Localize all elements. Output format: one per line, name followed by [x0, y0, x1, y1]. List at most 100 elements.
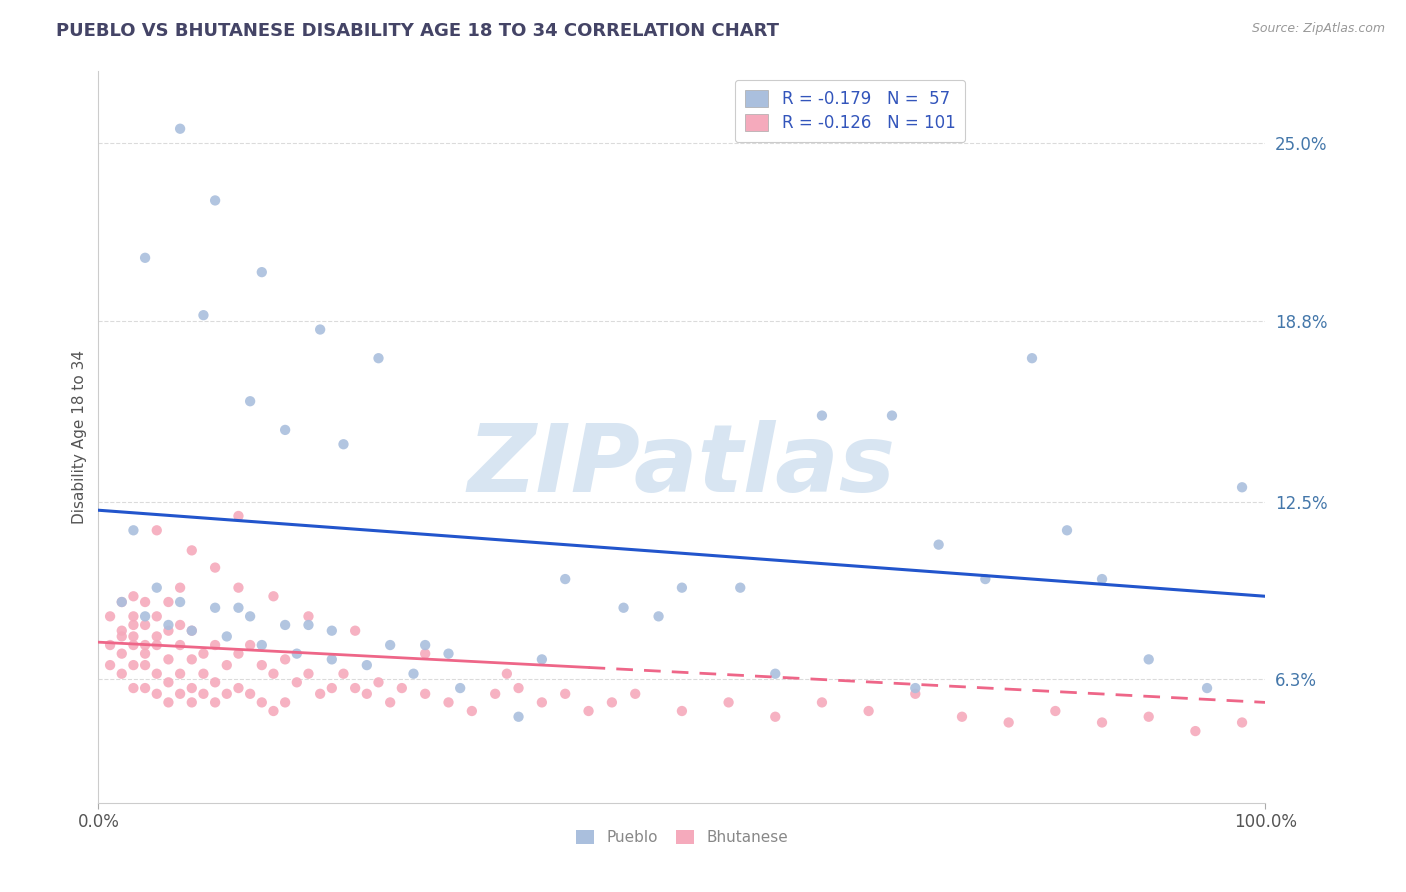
Point [239, 394, 262, 409]
Point [274, 652, 297, 666]
Point [578, 704, 600, 718]
Point [297, 618, 319, 632]
Point [146, 581, 169, 595]
Point [134, 618, 156, 632]
Point [730, 581, 752, 595]
Point [204, 194, 226, 208]
Point [215, 629, 238, 643]
Point [169, 638, 191, 652]
Point [1137, 710, 1160, 724]
Point [239, 638, 262, 652]
Point [321, 681, 343, 695]
Point [309, 322, 332, 336]
Point [134, 681, 156, 695]
Point [111, 595, 134, 609]
Point [1230, 480, 1253, 494]
Point [157, 675, 180, 690]
Point [413, 638, 436, 652]
Y-axis label: Disability Age 18 to 34: Disability Age 18 to 34 [72, 350, 87, 524]
Point [98, 638, 121, 652]
Point [413, 687, 436, 701]
Point [204, 560, 226, 574]
Point [1184, 724, 1206, 739]
Point [811, 409, 834, 423]
Point [111, 595, 134, 609]
Point [858, 704, 880, 718]
Point [122, 618, 145, 632]
Point [763, 710, 786, 724]
Point [215, 687, 238, 701]
Point [811, 695, 834, 709]
Point [1137, 652, 1160, 666]
Point [413, 647, 436, 661]
Point [367, 675, 389, 690]
Point [122, 524, 145, 538]
Point [111, 624, 134, 638]
Point [111, 629, 134, 643]
Point [122, 638, 145, 652]
Point [228, 581, 250, 595]
Point [530, 652, 553, 666]
Point [904, 687, 927, 701]
Point [250, 695, 273, 709]
Point [554, 687, 576, 701]
Point [98, 658, 121, 673]
Point [134, 658, 156, 673]
Point [1021, 351, 1043, 366]
Point [146, 666, 169, 681]
Point [250, 638, 273, 652]
Point [437, 647, 460, 661]
Point [344, 681, 367, 695]
Point [134, 647, 156, 661]
Point [122, 681, 145, 695]
Point [98, 609, 121, 624]
Point [111, 647, 134, 661]
Point [904, 681, 927, 695]
Point [508, 710, 530, 724]
Point [111, 666, 134, 681]
Point [193, 687, 215, 701]
Point [321, 624, 343, 638]
Point [880, 409, 903, 423]
Point [262, 704, 284, 718]
Point [437, 695, 460, 709]
Point [624, 687, 647, 701]
Point [309, 687, 332, 701]
Point [215, 658, 238, 673]
Point [250, 658, 273, 673]
Point [1091, 715, 1114, 730]
Point [169, 687, 191, 701]
Point [169, 666, 191, 681]
Point [169, 581, 191, 595]
Point [274, 423, 297, 437]
Legend: Pueblo, Bhutanese: Pueblo, Bhutanese [571, 826, 793, 850]
Point [180, 695, 202, 709]
Point [530, 695, 553, 709]
Point [250, 265, 273, 279]
Point [274, 695, 297, 709]
Point [1045, 704, 1067, 718]
Point [146, 524, 169, 538]
Point [461, 704, 484, 718]
Point [239, 609, 262, 624]
Point [974, 572, 997, 586]
Point [146, 687, 169, 701]
Point [204, 600, 226, 615]
Point [285, 675, 308, 690]
Point [950, 710, 973, 724]
Point [193, 647, 215, 661]
Point [391, 681, 413, 695]
Point [180, 652, 202, 666]
Text: Source: ZipAtlas.com: Source: ZipAtlas.com [1251, 22, 1385, 36]
Point [204, 675, 226, 690]
Point [554, 572, 576, 586]
Point [367, 351, 389, 366]
Point [508, 681, 530, 695]
Point [146, 629, 169, 643]
Point [285, 647, 308, 661]
Point [928, 538, 950, 552]
Point [228, 508, 250, 523]
Point [356, 658, 378, 673]
Point [122, 629, 145, 643]
Point [600, 695, 623, 709]
